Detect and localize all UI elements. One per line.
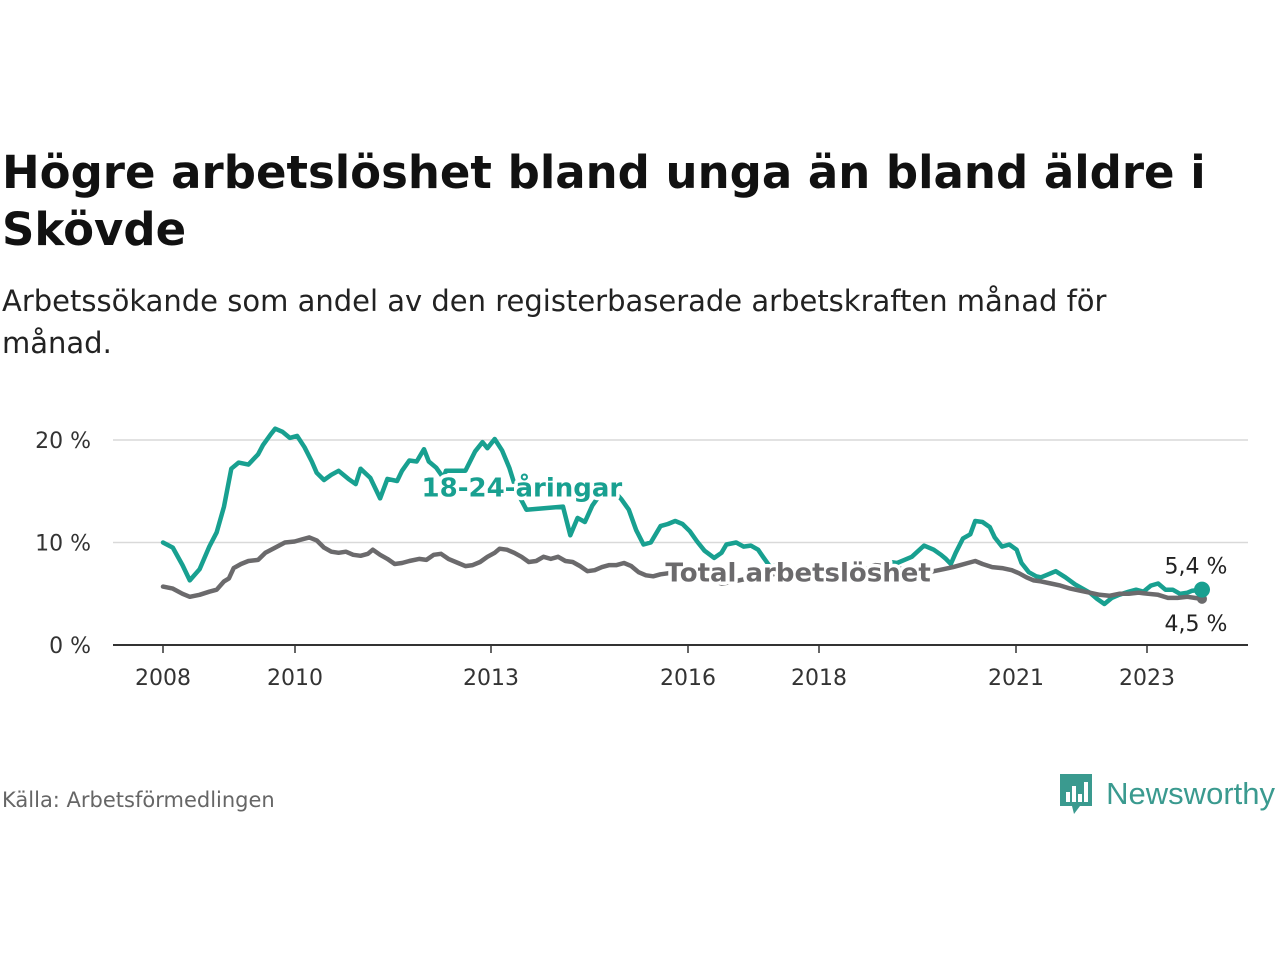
x-tick-label: 2023 (1119, 666, 1175, 691)
series-label-total: Total arbetslöshet (665, 558, 930, 588)
chart-title: Högre arbetslöshet bland unga än bland ä… (2, 146, 1206, 256)
series-line-youth (160, 426, 1205, 607)
line-chart: 0 % 10 % 20 % 2008 2010 2013 2016 2018 2021 2023… (35, 426, 1248, 691)
x-tick-label: 2010 (267, 666, 323, 691)
brand-logo: Newsworthy (1058, 772, 1275, 816)
y-tick-label: 10 % (35, 532, 91, 557)
brand-name: Newsworthy (1106, 776, 1275, 811)
x-tick-label: 2008 (135, 666, 191, 691)
source-note: Källa: Arbetsförmedlingen (2, 788, 275, 812)
chart-subtitle: Arbetssökande som andel av den registerb… (2, 284, 1107, 360)
x-tick-label: 2016 (660, 666, 716, 691)
x-tick-label: 2013 (463, 666, 519, 691)
newsworthy-logo-icon (1060, 774, 1093, 814)
series-lines (160, 426, 1210, 607)
end-value-youth: 5,4 % (1165, 555, 1228, 580)
series-label-youth: 18-24-åringar (422, 471, 623, 503)
end-value-total: 4,5 % (1165, 612, 1228, 637)
series-label-total-halo: Total arbetslöshet (665, 558, 930, 588)
series-label-youth-halo: 18-24-åringar (422, 471, 623, 503)
x-tick-label: 2018 (791, 666, 847, 691)
x-tick-label: 2021 (988, 666, 1044, 691)
y-tick-label: 20 % (35, 429, 91, 454)
y-axis-ticks: 0 % 10 % 20 % (35, 429, 91, 659)
series-line-total (160, 535, 1205, 602)
x-axis-ticks: 2008 2010 2013 2016 2018 2021 2023 (135, 645, 1175, 691)
end-point-youth (1194, 581, 1210, 598)
series-labels: 5,4 %4,5 %18-24-åringar18-24-åringarTota… (418, 468, 1228, 637)
y-tick-label: 0 % (49, 634, 91, 659)
